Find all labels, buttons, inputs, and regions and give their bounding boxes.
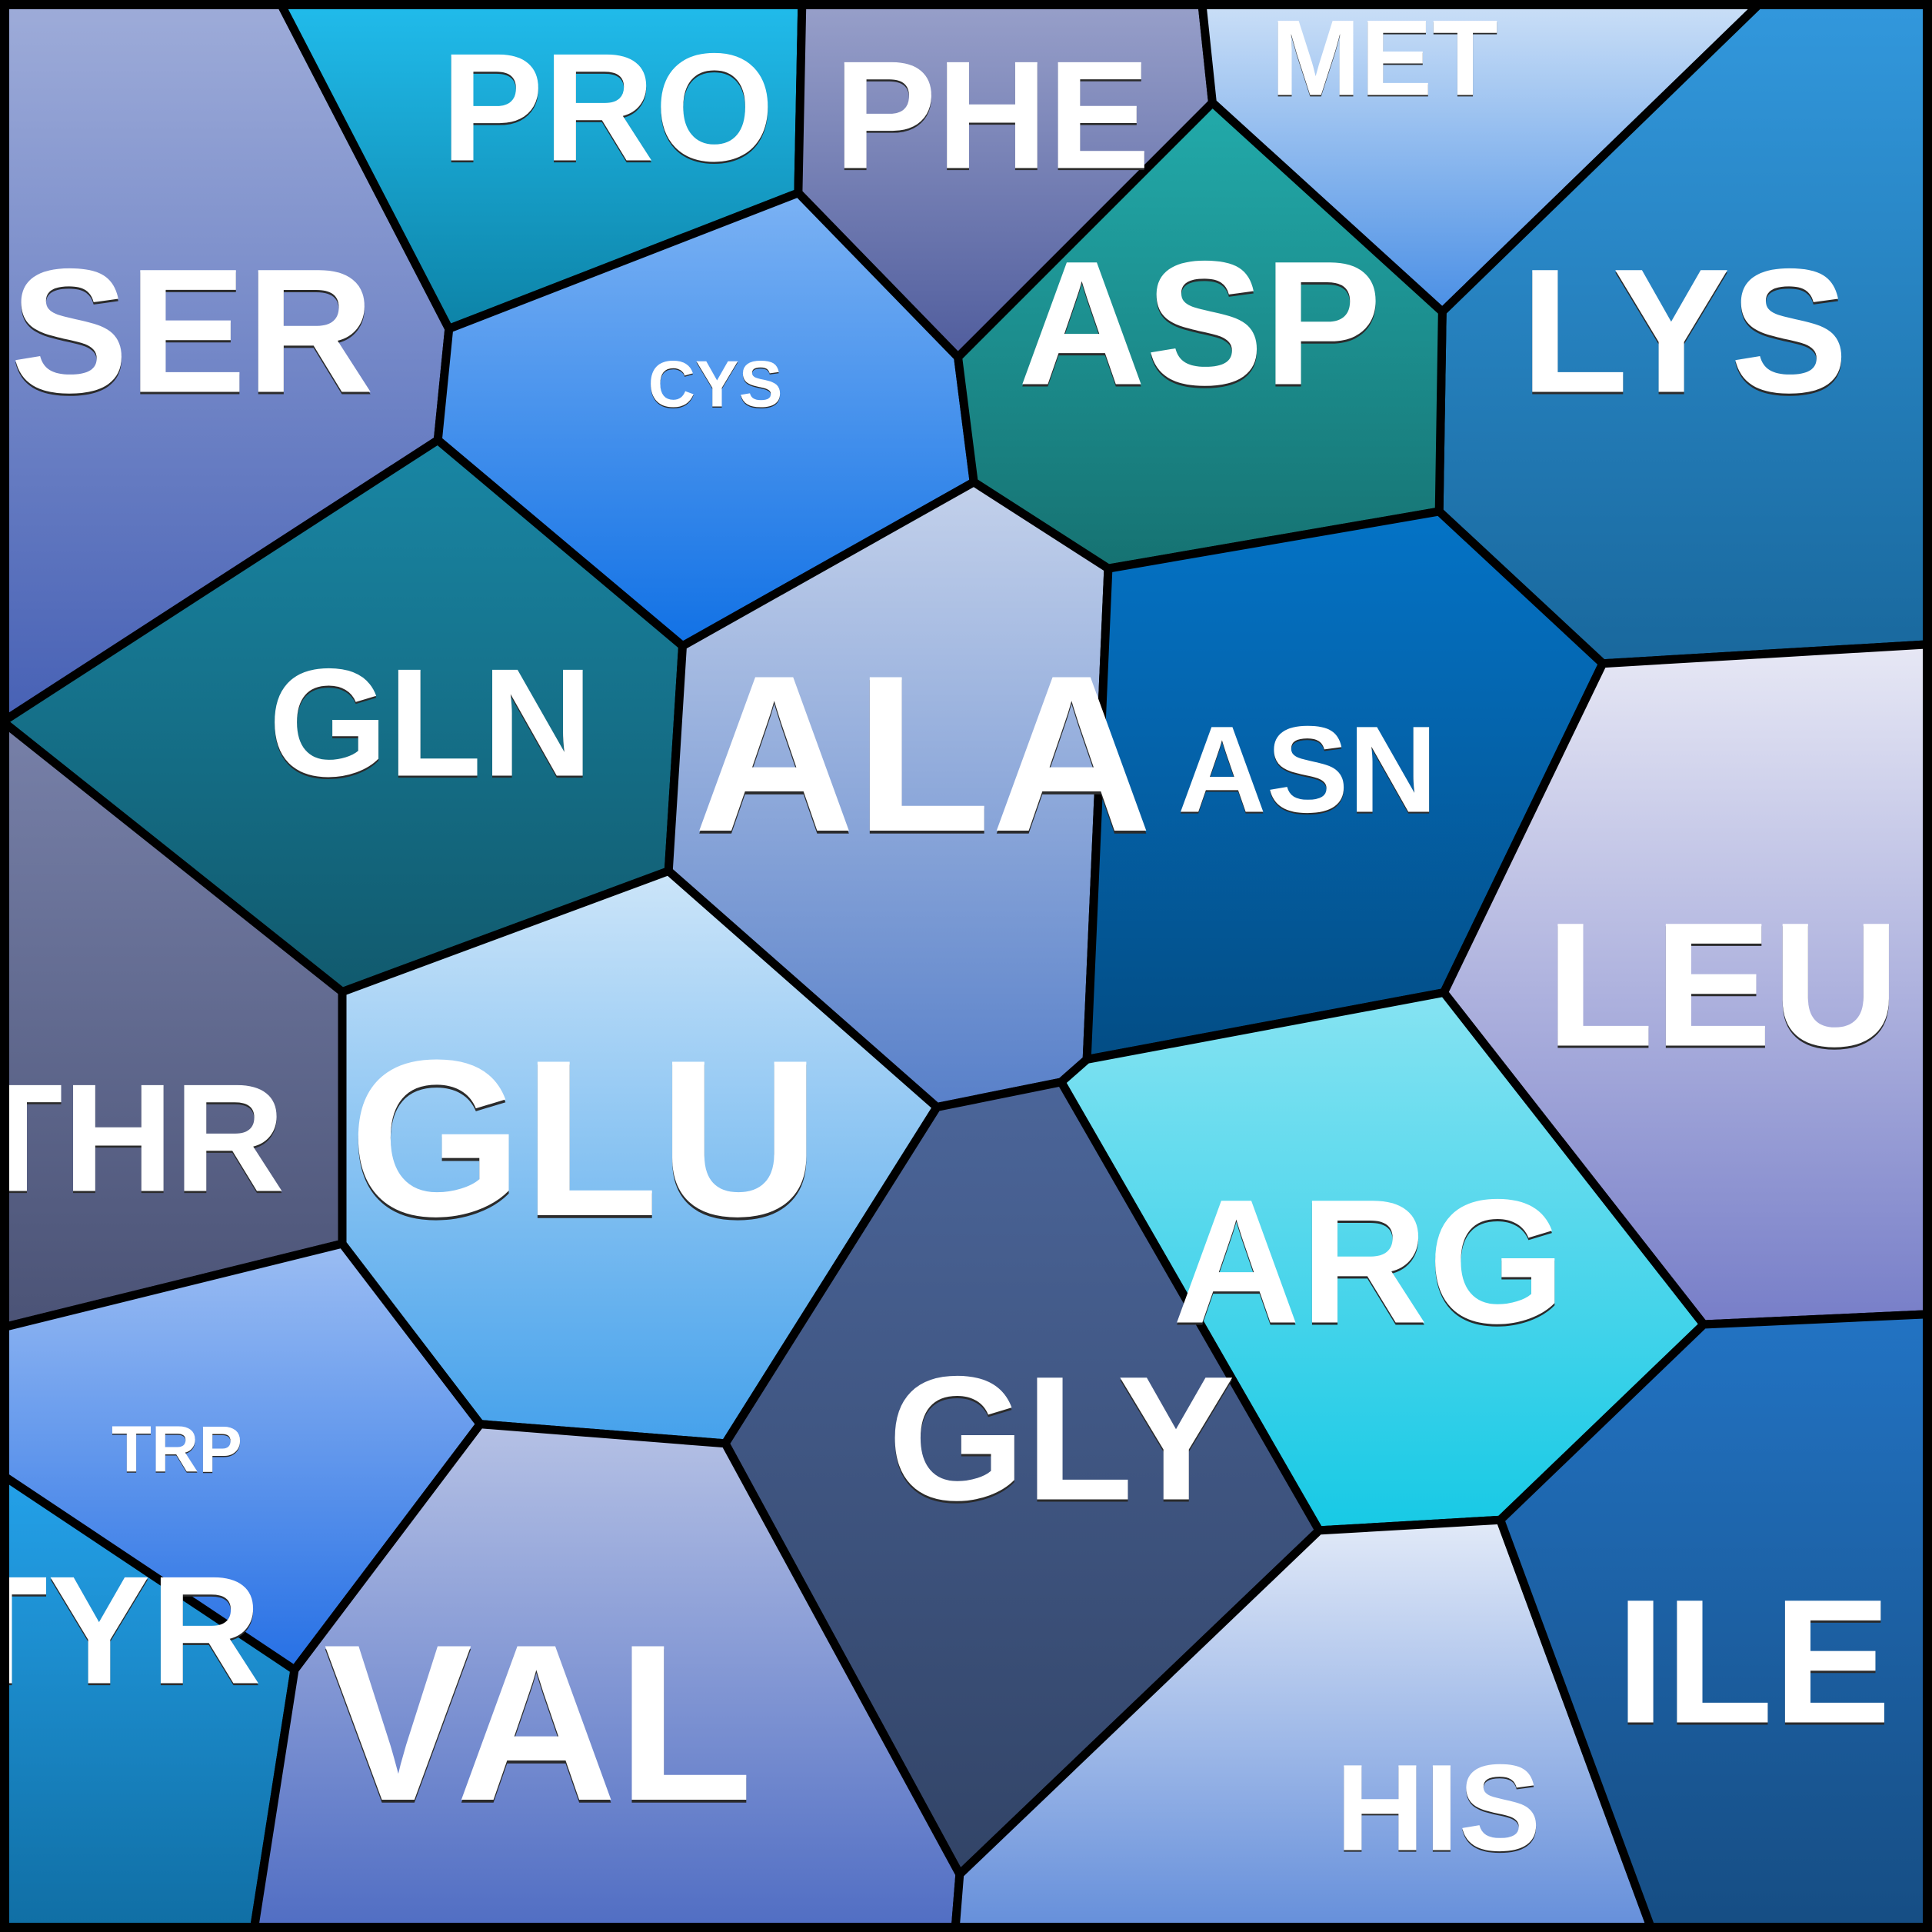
svg-text:PHE: PHE (834, 30, 1150, 202)
svg-text:GLY: GLY (888, 1340, 1235, 1537)
svg-text:SER: SER (11, 232, 375, 430)
svg-text:GLU: GLU (349, 1014, 820, 1263)
svg-text:HIS: HIS (1336, 1739, 1541, 1877)
svg-text:LYS: LYS (1521, 232, 1848, 430)
svg-text:PRO: PRO (441, 22, 774, 194)
svg-text:ASN: ASN (1178, 701, 1437, 838)
svg-text:TRP: TRP (112, 1414, 242, 1487)
svg-text:TYR: TYR (0, 1545, 261, 1717)
svg-text:MET: MET (1271, 0, 1498, 118)
svg-text:CYS: CYS (648, 348, 783, 421)
svg-text:THR: THR (0, 1053, 285, 1224)
svg-text:ALA: ALA (694, 629, 1152, 878)
svg-text:VAL: VAL (324, 1598, 753, 1847)
svg-text:GLN: GLN (268, 638, 593, 809)
svg-text:ILE: ILE (1616, 1563, 1891, 1760)
svg-text:ARG: ARG (1172, 1163, 1565, 1361)
svg-text:ASP: ASP (1018, 225, 1382, 422)
svg-text:LEU: LEU (1546, 886, 1900, 1084)
